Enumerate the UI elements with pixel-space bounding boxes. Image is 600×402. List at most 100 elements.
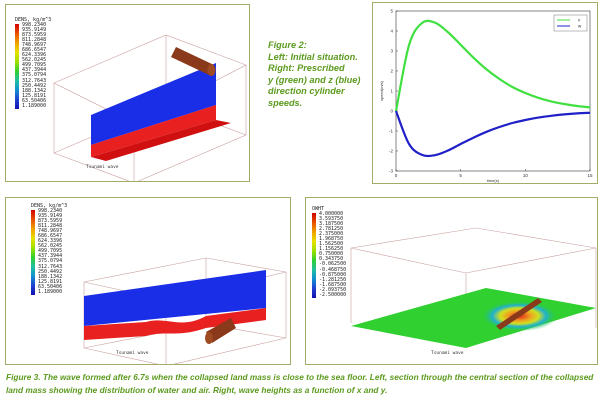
- y-tick-label: 4: [390, 29, 393, 34]
- legend-value: 873.5959: [22, 32, 47, 39]
- legend-value: 250.4492: [22, 82, 47, 89]
- legend-value: 748.9697: [38, 228, 63, 235]
- legend-value: -1.687500: [319, 281, 347, 288]
- panel-footer: Tsunami wave: [116, 351, 149, 356]
- y-tick-label: -3: [389, 169, 393, 174]
- legend-value: 312.7643: [22, 77, 47, 84]
- legend-value: 811.2848: [38, 223, 63, 230]
- color-bar: [15, 24, 19, 109]
- legend-value: 63.50406: [38, 283, 63, 290]
- legend-value: 4.000000: [319, 211, 344, 217]
- legend-value: 63.50406: [22, 97, 47, 104]
- cylinder: [205, 318, 236, 344]
- legend-values: 998.2340 935.9149 873.5959 811.2848 748.9697…: [38, 208, 63, 295]
- legend-title: OWHT: [312, 206, 325, 212]
- legend-value: 437.3944: [38, 253, 63, 260]
- legend-label: w: [578, 24, 582, 29]
- legend-value: 562.0245: [38, 243, 63, 250]
- legend-value: 375.0794: [22, 72, 47, 79]
- y-tick-label: -1: [389, 129, 393, 134]
- legend-value: 499.7095: [38, 248, 63, 255]
- figure2-caption: Figure 2: Left: Initial situation. Right: …: [268, 40, 370, 109]
- caption-line: y (green) and z (blue): [268, 74, 361, 85]
- legend-value: 250.4492: [38, 268, 63, 275]
- air-region: [91, 63, 216, 145]
- density-legend: DENS, kg/m^3 998.2340 935.9149 873.5959 811…: [31, 203, 68, 295]
- color-bar: [31, 210, 35, 295]
- series-line-w: [394, 110, 591, 158]
- wave-height-3d-scene: [350, 227, 597, 348]
- legend-value: 686.6547: [22, 47, 47, 54]
- air-region: [84, 270, 266, 326]
- water-region: [84, 308, 266, 340]
- legend-value: 811.2848: [22, 37, 47, 44]
- legend-value: -0.875000: [319, 271, 347, 278]
- legend-value: 312.7643: [38, 263, 63, 270]
- legend-value: 935.9149: [22, 27, 47, 34]
- legend-value: 2.781250: [319, 226, 344, 233]
- cylinder: [496, 298, 542, 330]
- legend-values: 4.000000 3.593750 3.187500 2.781250 2.375000…: [319, 211, 347, 298]
- legend-values: 998.2340 935.9149 873.5959 811.2848 748.9697…: [22, 22, 47, 109]
- legend-value: 499.7095: [22, 62, 47, 69]
- legend-value: 0.750000: [319, 251, 344, 258]
- y-tick-label: 0: [390, 109, 393, 114]
- chart-legend: [553, 14, 588, 32]
- x-tick-label: 15: [587, 173, 593, 178]
- legend-value: 562.0245: [22, 57, 47, 64]
- legend-value: 188.1342: [38, 273, 63, 280]
- legend-value: 748.9697: [22, 42, 47, 49]
- legend-value: -0.468750: [319, 266, 347, 273]
- x-tick-label: 5: [459, 173, 462, 178]
- legend-value: 935.9149: [38, 213, 63, 220]
- x-tick-label: 0: [395, 173, 398, 178]
- y-tick-label: -2: [389, 149, 393, 154]
- legend-value: 998.2340: [22, 22, 47, 28]
- figure3-caption: Figure 3. The wave formed after 6.7s whe…: [6, 372, 594, 395]
- caption-line: speeds.: [268, 97, 303, 108]
- x-tick-label: 10: [523, 173, 529, 178]
- caption-line: Left: Initial situation.: [268, 51, 358, 62]
- legend-value: 686.6547: [38, 233, 63, 240]
- cylinder-speed-chart-panel: -3 -2 -1 0 1 2 3 4 5 0 5 10 15 time(s) speed(m/s) v w: [372, 2, 598, 184]
- legend-value: 437.3944: [22, 67, 47, 74]
- legend-value: 1.562500: [319, 241, 344, 248]
- initial-3d-scene: [53, 34, 247, 181]
- density-legend: DENS, kg/m^3 998.2340 935.9149 873.5959 811…: [15, 17, 52, 109]
- y-tick-label: 2: [390, 69, 393, 74]
- legend-value: 375.0794: [38, 258, 63, 265]
- legend-label: v: [578, 18, 581, 23]
- legend-value: 1.189000: [38, 288, 63, 295]
- cylinder: [171, 47, 216, 76]
- legend-value: 873.5959: [38, 218, 63, 225]
- cylinder-speed-chart: -3 -2 -1 0 1 2 3 4 5 0 5 10 15 time(s) speed(m/s) vw: [379, 9, 593, 184]
- legend-value: -2.093750: [319, 286, 347, 293]
- legend-value: 2.375000: [319, 231, 344, 238]
- legend-value: 125.8191: [38, 278, 63, 285]
- legend-value: 1.968750: [319, 236, 344, 243]
- legend-value: 1.156250: [319, 246, 344, 253]
- legend-value: -2.500000: [319, 291, 347, 298]
- section-3d-scene: [83, 257, 287, 364]
- legend-value: 1.189000: [22, 102, 47, 109]
- color-bar: [312, 213, 316, 298]
- panel-footer: Tsunami wave: [431, 351, 464, 356]
- plot-area: [395, 10, 591, 172]
- legend-title: DENS, kg/m^3: [31, 203, 68, 209]
- figure2-initial-situation-panel: DENS, kg/m^3 998.2340 935.9149 873.5959 811…: [5, 4, 250, 182]
- legend-value: 125.8191: [22, 92, 47, 99]
- water-region: [91, 105, 216, 157]
- legend-title: DENS, kg/m^3: [15, 17, 52, 23]
- y-tick-label: 3: [390, 49, 393, 54]
- y-tick-label: 5: [390, 9, 393, 14]
- caption-line: Figure 2:: [268, 40, 307, 50]
- legend-value: 3.187500: [319, 221, 344, 228]
- legend-value: 188.1342: [22, 87, 47, 94]
- legend-value: 0.343750: [319, 256, 344, 263]
- y-tick-label: 1: [390, 89, 393, 94]
- legend-value: 624.3396: [38, 238, 63, 245]
- caption-line: direction cylinder: [268, 86, 345, 96]
- legend-value: 998.2340: [38, 208, 63, 214]
- panel-footer: Tsunami wave: [86, 165, 119, 170]
- wave-height-legend: OWHT 4.000000 3.593750 3.187500 2.781250 2.3…: [312, 206, 346, 298]
